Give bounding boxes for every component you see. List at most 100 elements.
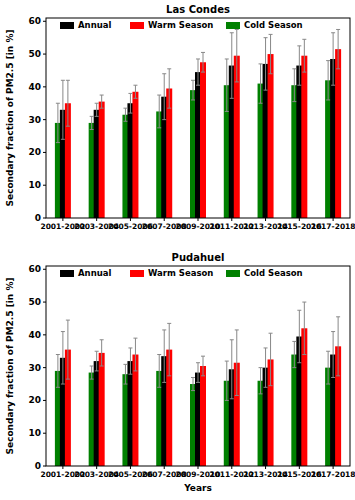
error-line	[265, 38, 266, 90]
error-bar	[133, 85, 137, 98]
error-line	[62, 80, 63, 139]
bars	[55, 328, 341, 466]
error-cap	[90, 379, 94, 380]
error-cap	[128, 113, 132, 114]
error-bar	[292, 69, 296, 102]
error-bar	[201, 356, 205, 376]
error-cap	[302, 39, 306, 40]
error-line	[159, 355, 160, 388]
error-cap	[100, 339, 104, 340]
error-cap	[292, 68, 296, 69]
error-cap	[269, 73, 273, 74]
y-tick	[43, 334, 46, 335]
error-bar	[128, 348, 132, 374]
error-cap	[336, 68, 340, 69]
error-cap	[336, 29, 340, 30]
panel: Las CondesSecondary fraction of PM2.5 [i…	[5, 4, 355, 231]
x-tick	[96, 218, 97, 221]
legend-label: Cold Season	[244, 20, 303, 30]
error-line	[299, 46, 300, 85]
error-line	[125, 364, 126, 384]
x-tick	[231, 466, 232, 469]
error-cap	[230, 339, 234, 340]
error-bar	[133, 338, 137, 371]
error-bar	[259, 368, 263, 394]
error-line	[67, 80, 68, 126]
error-bar	[331, 33, 335, 85]
legend: AnnualWarm SeasonCold Season	[60, 20, 303, 30]
legend-swatch	[60, 22, 74, 29]
error-cap	[157, 387, 161, 388]
error-bar	[100, 95, 104, 108]
error-cap	[133, 370, 137, 371]
error-cap	[302, 302, 306, 303]
error-bar	[66, 320, 70, 379]
error-cap	[331, 32, 335, 33]
error-line	[226, 59, 227, 111]
error-cap	[235, 329, 239, 330]
error-cap	[264, 347, 268, 348]
error-cap	[297, 45, 301, 46]
error-line	[265, 348, 266, 387]
error-cap	[123, 121, 127, 122]
error-cap	[259, 63, 263, 64]
title: Pudahuel	[172, 252, 225, 263]
error-cap	[162, 119, 166, 120]
error-bar	[61, 80, 65, 139]
error-cap	[269, 385, 273, 386]
bar	[99, 102, 105, 218]
x-tick	[299, 466, 300, 469]
legend-label: Cold Season	[244, 268, 303, 278]
error-bar	[196, 363, 200, 383]
bar	[301, 56, 307, 218]
error-bar	[326, 61, 330, 100]
y-tick	[43, 152, 46, 153]
error-cap	[167, 108, 171, 109]
error-bar	[302, 302, 306, 354]
error-cap	[331, 331, 335, 332]
error-bar	[128, 93, 132, 113]
error-cap	[326, 384, 330, 385]
x-tick	[333, 218, 334, 221]
error-line	[260, 64, 261, 103]
x-tick-label: 2017-2018	[311, 222, 355, 231]
error-bar	[157, 95, 161, 128]
error-cap	[128, 93, 132, 94]
error-cap	[100, 108, 104, 109]
error-cap	[196, 362, 200, 363]
error-cap	[326, 99, 330, 100]
x-tick	[198, 466, 199, 469]
error-cap	[61, 139, 65, 140]
x-tick	[164, 466, 165, 469]
error-cap	[225, 400, 229, 401]
error-cap	[235, 395, 239, 396]
bars	[55, 49, 341, 218]
error-line	[67, 320, 68, 379]
error-bar	[167, 69, 171, 108]
legend-label: Warm Season	[148, 268, 213, 278]
y-tick	[43, 119, 46, 120]
y-tick-label: 20	[28, 395, 41, 405]
error-bar	[162, 74, 166, 120]
error-cap	[302, 354, 306, 355]
error-cap	[269, 34, 273, 35]
y-tick-label: 40	[28, 82, 41, 92]
y-tick-label: 50	[28, 297, 41, 307]
legend: AnnualWarm SeasonCold Season	[60, 268, 303, 278]
error-cap	[201, 375, 205, 376]
error-bar	[269, 34, 273, 73]
error-line	[328, 61, 329, 100]
y-tick	[43, 218, 46, 219]
error-line	[135, 85, 136, 98]
error-cap	[56, 354, 60, 355]
error-bar	[95, 103, 99, 116]
y-tick-label: 20	[28, 147, 41, 157]
error-cap	[95, 103, 99, 104]
error-cap	[167, 68, 171, 69]
y-tick-label: 10	[28, 180, 41, 190]
error-cap	[264, 37, 268, 38]
x-tick	[198, 218, 199, 221]
error-cap	[162, 382, 166, 383]
error-cap	[201, 356, 205, 357]
error-cap	[162, 73, 166, 74]
